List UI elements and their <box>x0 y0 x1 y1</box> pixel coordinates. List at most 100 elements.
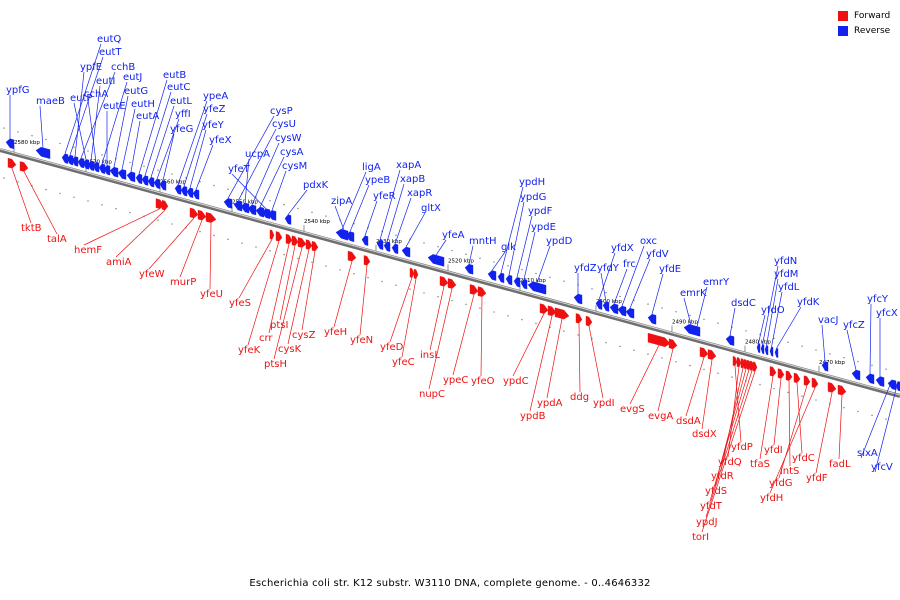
gene-label-frc[interactable]: frc <box>623 259 636 270</box>
gene-arrow-maeB[interactable] <box>35 146 51 159</box>
gene-arrow-eutA[interactable] <box>126 171 136 183</box>
gene-arrow-vacJ[interactable] <box>821 361 829 372</box>
gene-label-yfdO[interactable]: yfdO <box>761 305 785 316</box>
gene-arrow-yfdM[interactable] <box>764 345 769 356</box>
gene-arrow-ptsH[interactable] <box>297 237 307 248</box>
gene-arrow-cysK[interactable] <box>305 239 313 250</box>
gene-arrow-yffI[interactable] <box>153 178 161 189</box>
gene-arrow-yfdF[interactable] <box>827 382 837 393</box>
gene-label-ucpA[interactable]: ucpA <box>245 149 270 160</box>
gene-arrow-ypdE[interactable] <box>520 278 528 290</box>
gene-label-ypdD[interactable]: ypdD <box>546 236 573 247</box>
gene-label-oxc[interactable]: oxc <box>640 236 657 247</box>
gene-label-yfdP[interactable]: yfdP <box>731 442 753 453</box>
gene-label-eutJ[interactable]: eutJ <box>123 72 142 83</box>
gene-arrow-cysZ[interactable] <box>311 241 319 252</box>
gene-arrow-yfdG[interactable] <box>803 375 811 386</box>
gene-label-ypdA[interactable]: ypdA <box>537 398 563 409</box>
gene-arrow-oxc[interactable] <box>617 305 627 317</box>
gene-arrow-ypdB[interactable] <box>547 305 557 317</box>
gene-label-dsdC[interactable]: dsdC <box>731 298 756 309</box>
gene-label-cysP[interactable]: cysP <box>270 106 293 117</box>
gene-label-tfaS[interactable]: tfaS <box>750 459 770 470</box>
gene-label-ypdG[interactable]: ypdG <box>520 192 546 203</box>
gene-label-yfeK[interactable]: yfeK <box>238 345 261 356</box>
gene-arrow-yfcY[interactable] <box>865 373 875 385</box>
gene-arrow-yfeS[interactable] <box>269 229 275 240</box>
gene-arrow-yfdN[interactable] <box>760 344 765 355</box>
gene-arrow-yfeZ[interactable] <box>180 186 188 197</box>
gene-label-talA[interactable]: talA <box>47 234 67 245</box>
gene-arrow-yfeY[interactable] <box>186 187 194 199</box>
gene-label-yfeO[interactable]: yfeO <box>471 376 495 387</box>
gene-arrow-xapA[interactable] <box>376 239 384 250</box>
gene-label-hemF[interactable]: hemF <box>74 245 102 256</box>
gene-label-eutI[interactable]: eutI <box>96 76 115 87</box>
gene-arrow-ypfG[interactable] <box>5 138 15 150</box>
gene-arrow-xapR[interactable] <box>391 243 399 255</box>
gene-arrow-ypeA[interactable] <box>174 184 182 195</box>
gene-label-ypdH[interactable]: ypdH <box>519 177 545 188</box>
gene-label-cchB[interactable]: cchB <box>111 62 135 73</box>
gene-arrow-yfdX[interactable] <box>595 299 603 310</box>
gene-arrow-yfdY[interactable] <box>602 301 610 312</box>
gene-label-yfdF[interactable]: yfdF <box>806 473 828 484</box>
gene-label-yfdT[interactable]: yfdT <box>700 501 723 512</box>
gene-label-ypfG[interactable]: ypfG <box>6 85 30 96</box>
gene-label-eutL[interactable]: eutL <box>170 96 192 107</box>
gene-label-yfeN[interactable]: yfeN <box>350 335 373 346</box>
gene-label-ypdF[interactable]: ypdF <box>528 206 553 217</box>
gene-label-murP[interactable]: murP <box>170 277 196 288</box>
gene-label-yfeD[interactable]: yfeD <box>380 342 404 353</box>
gene-label-tktB[interactable]: tktB <box>21 223 42 234</box>
gene-arrow-yfdL[interactable] <box>769 346 774 357</box>
gene-arrow-ypeC[interactable] <box>469 284 479 295</box>
gene-arrow-frc[interactable] <box>609 303 619 315</box>
gene-arrow-yfdK[interactable] <box>774 348 779 358</box>
gene-arrow-murP[interactable] <box>197 209 207 221</box>
gene-label-yfeC[interactable]: yfeC <box>392 357 415 368</box>
gene-label-ypdB[interactable]: ypdB <box>520 411 546 422</box>
gene-arrow-yfeA[interactable] <box>427 254 445 267</box>
gene-label-eutA[interactable]: eutA <box>136 111 159 122</box>
gene-label-pdxK[interactable]: pdxK <box>303 180 329 191</box>
gene-label-emrY[interactable]: emrY <box>703 277 730 288</box>
gene-arrow-yfcX[interactable] <box>875 376 885 387</box>
gene-arrow-xapB[interactable] <box>383 241 391 252</box>
gene-label-yfdR[interactable]: yfdR <box>711 471 734 482</box>
gene-label-yfdH[interactable]: yfdH <box>760 493 783 504</box>
gene-label-cysK[interactable]: cysK <box>278 344 302 355</box>
gene-label-yfeX[interactable]: yfeX <box>209 135 232 146</box>
gene-label-ypeA[interactable]: ypeA <box>203 91 228 102</box>
gene-label-yfeR[interactable]: yfeR <box>373 191 396 202</box>
gene-arrow-yfdZ[interactable] <box>573 293 583 305</box>
gene-label-yfdG[interactable]: yfdG <box>769 478 793 489</box>
gene-label-dsdX[interactable]: dsdX <box>692 429 717 440</box>
gene-label-ypdC[interactable]: ypdC <box>503 376 529 387</box>
gene-arrow-eutH[interactable] <box>117 169 127 180</box>
gene-label-evgA[interactable]: evgA <box>648 411 673 422</box>
gene-label-torI[interactable]: torI <box>692 532 709 543</box>
gene-label-ypdI[interactable]: ypdI <box>593 398 615 409</box>
gene-arrow-intS[interactable] <box>785 370 793 381</box>
gene-arrow-ypdG[interactable] <box>505 274 513 286</box>
gene-arrow-dsdX[interactable] <box>707 349 717 360</box>
gene-arrow-eutG[interactable] <box>109 166 119 178</box>
gene-arrow-tfaS[interactable] <box>769 366 777 377</box>
gene-label-yfeU[interactable]: yfeU <box>200 289 223 300</box>
legend-item-reverse[interactable]: Reverse <box>838 24 890 37</box>
gene-arrow-yfdC[interactable] <box>793 372 801 384</box>
gene-arrow-yfdO[interactable] <box>756 343 761 353</box>
gene-label-yfdL[interactable]: yfdL <box>778 282 800 293</box>
gene-label-yfdN[interactable]: yfdN <box>774 256 797 267</box>
gene-arrow-eutL[interactable] <box>147 177 155 188</box>
gene-label-cysA[interactable]: cysA <box>280 147 304 158</box>
gene-arrow-ddg[interactable] <box>575 313 583 324</box>
gene-label-eutE[interactable]: eutE <box>103 101 126 112</box>
gene-arrow-tktB[interactable] <box>7 157 17 169</box>
gene-arrow-yfeG[interactable] <box>159 180 167 191</box>
gene-label-crr[interactable]: crr <box>259 333 273 344</box>
gene-arrow-yfdP[interactable] <box>732 356 738 367</box>
gene-label-insL[interactable]: insL <box>420 350 440 361</box>
gene-arrow-yfeU[interactable] <box>205 212 217 223</box>
